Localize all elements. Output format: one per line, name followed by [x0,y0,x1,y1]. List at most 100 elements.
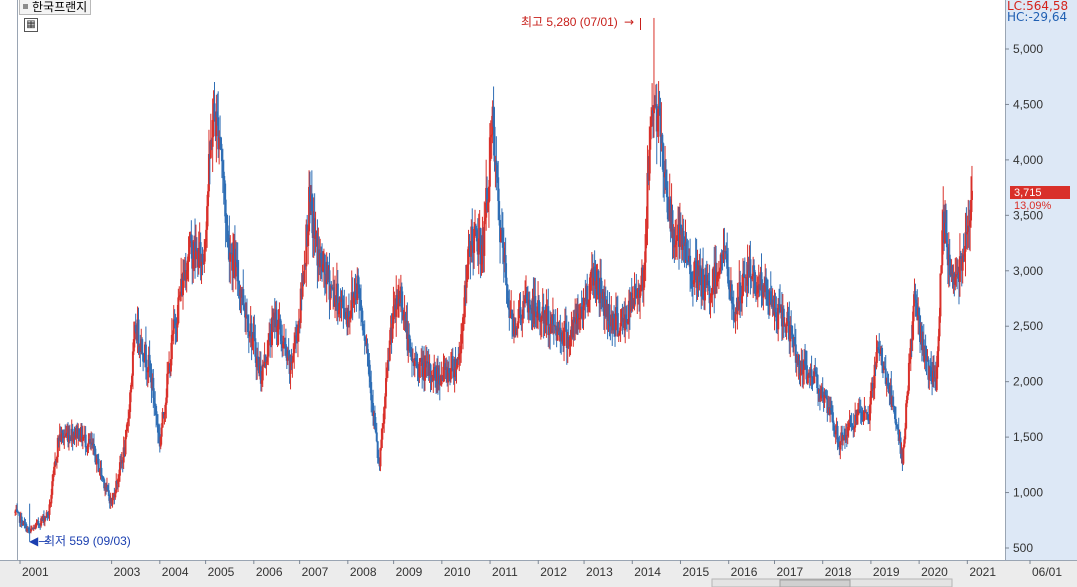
candle-body [74,435,77,439]
candle-body [29,528,32,532]
candle-body [387,360,390,362]
candle-body [375,432,378,442]
candle-body [367,354,370,361]
candle-body [176,323,179,328]
candle-body [791,325,794,335]
candle-body [444,363,447,370]
candle-body [209,139,212,158]
candle-body [105,487,108,489]
candle-body [805,365,808,384]
candle-body [185,271,188,282]
candle-body [143,361,146,363]
candle-body [493,126,496,162]
candle-body [969,220,972,227]
candle-body [731,303,734,305]
x-tick-label: 2016 [731,565,758,579]
candle-body [847,422,850,428]
candle-body [772,299,775,315]
candle-body [486,187,489,210]
candle-body [294,335,297,347]
candle-body [514,327,517,335]
candle-body [129,392,132,413]
candle-body [525,293,528,304]
candle-body [616,313,619,337]
candle-body [329,285,332,300]
candle-body [414,358,417,361]
candle-body [432,369,435,381]
candle-body [96,454,99,459]
candle-body [277,319,280,327]
candle-body [177,297,180,324]
candle-body [369,376,372,383]
candle-body [100,467,103,477]
candle-body [657,106,660,116]
candle-body [186,260,189,272]
candle-body [225,222,228,226]
candle-body [245,314,248,318]
candle-body [296,327,299,342]
candle-body [810,369,813,377]
candle-body [517,308,520,324]
candle-body [385,370,388,379]
candle-body [896,427,899,430]
candle-body [197,248,200,268]
candle-body [93,446,96,455]
candle-body [837,442,840,444]
candle-body [703,274,706,301]
candle-body [785,322,788,333]
candle-body [540,315,543,322]
candle-body [169,359,172,372]
candle-body [145,367,148,373]
candle-body [159,436,162,447]
candle-body [597,270,600,296]
y-tick-label: 4,500 [1013,97,1043,111]
candle-body [126,422,129,431]
candle-body [321,264,324,271]
candle-body [522,301,525,319]
candle-body [254,338,257,357]
candle-body [833,430,836,435]
candle-body [618,330,621,334]
candle-body [275,309,278,333]
candle-body [313,218,316,239]
candle-body [20,516,23,526]
candle-body [320,252,323,260]
candle-body [767,304,770,306]
candle-body [608,304,611,325]
candle-body [243,305,246,310]
low-price-annotation: 최저 559 (09/03) [44,534,131,548]
candle-body [707,280,710,286]
candle-body [572,316,575,338]
candle-body [938,316,941,337]
y-tick-label: 3,000 [1013,264,1043,278]
candle-body [760,272,763,296]
candle-body [106,485,109,491]
candle-body [821,387,824,398]
x-tick-label: 2001 [22,565,49,579]
candle-body [89,439,92,444]
x-tick-label: 2020 [921,565,948,579]
candle-body [578,317,581,319]
candle-body [227,234,230,238]
candle-body [823,391,826,403]
candle-body [751,276,754,280]
candle-body [124,437,127,455]
candle-body [686,260,689,262]
candle-body [509,316,512,318]
candle-body [856,414,859,422]
candle-body [287,351,290,358]
candle-body [23,521,26,524]
scroll-controls[interactable] [711,578,953,587]
candle-body [515,327,518,329]
candle-body [536,316,539,318]
candle-body [167,372,170,374]
candle-body [380,439,383,448]
candle-body [903,439,906,448]
scroll-thumb[interactable] [779,579,851,587]
candle-body [374,427,377,433]
candle-body [593,266,596,278]
candle-body [537,300,540,314]
candle-body [862,419,865,421]
table-grid-icon[interactable]: ▦ [24,18,38,32]
candle-body [858,409,861,412]
